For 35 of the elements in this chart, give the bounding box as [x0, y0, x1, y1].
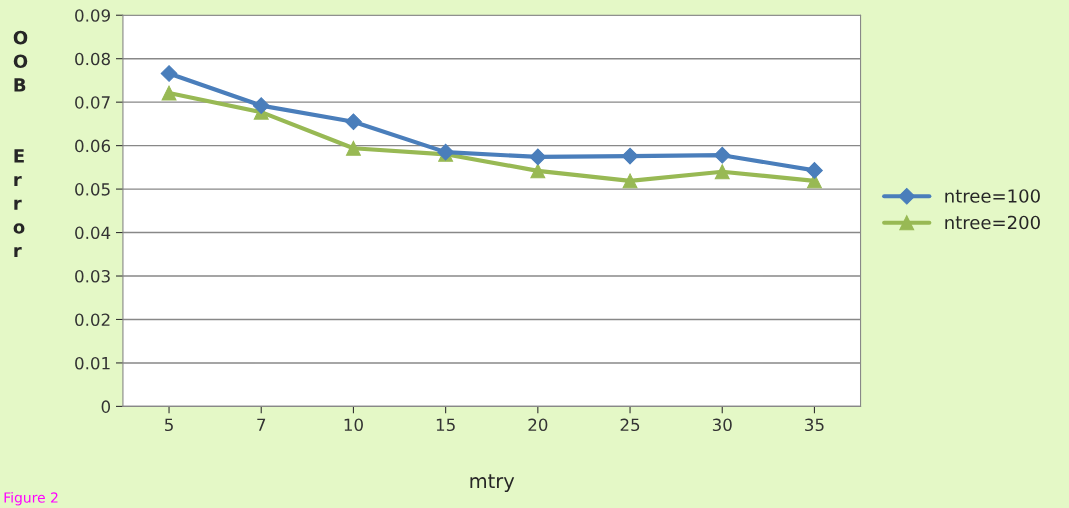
x-tick-label: 7 — [257, 418, 266, 431]
y-tick-label: 0.06 — [75, 139, 111, 153]
y-tick-label: 0.07 — [75, 96, 110, 109]
point — [160, 65, 178, 82]
x-tick-label: 10 — [344, 418, 363, 432]
legend-label: ntree=200 — [945, 215, 1040, 230]
y-tick-label: 0 — [101, 400, 111, 413]
caption: Figure 2 — [4, 492, 58, 506]
point — [161, 85, 177, 101]
point — [345, 113, 362, 131]
point — [714, 164, 730, 180]
y-tick-label: 0.02 — [75, 313, 110, 327]
x-tick-label: 25 — [620, 418, 640, 432]
y-tick-label: 0.04 — [75, 226, 111, 240]
point — [345, 140, 361, 156]
x-tick-label: 30 — [712, 418, 732, 432]
y-tick-label: 0.05 — [75, 183, 110, 196]
point — [530, 163, 546, 179]
point — [713, 146, 731, 164]
point — [252, 97, 270, 115]
y-tick-label: 0.09 — [75, 9, 110, 22]
x-tick-label: 15 — [436, 418, 455, 432]
point — [622, 173, 638, 189]
y-tick-label: 0.03 — [75, 269, 110, 283]
point — [806, 162, 823, 179]
x-axis-title: mtry — [470, 474, 515, 493]
text: OOB Error — [13, 30, 28, 258]
x-tick-label: 20 — [528, 418, 548, 432]
y-tick-label: 0.08 — [75, 52, 110, 66]
point — [529, 148, 547, 166]
y-tick-label: 0.01 — [75, 356, 110, 370]
legend-label: ntree=100 — [945, 189, 1040, 203]
x-tick-label: 5 — [165, 418, 173, 432]
point — [621, 147, 639, 165]
x-tick-label: 35 — [805, 418, 824, 432]
